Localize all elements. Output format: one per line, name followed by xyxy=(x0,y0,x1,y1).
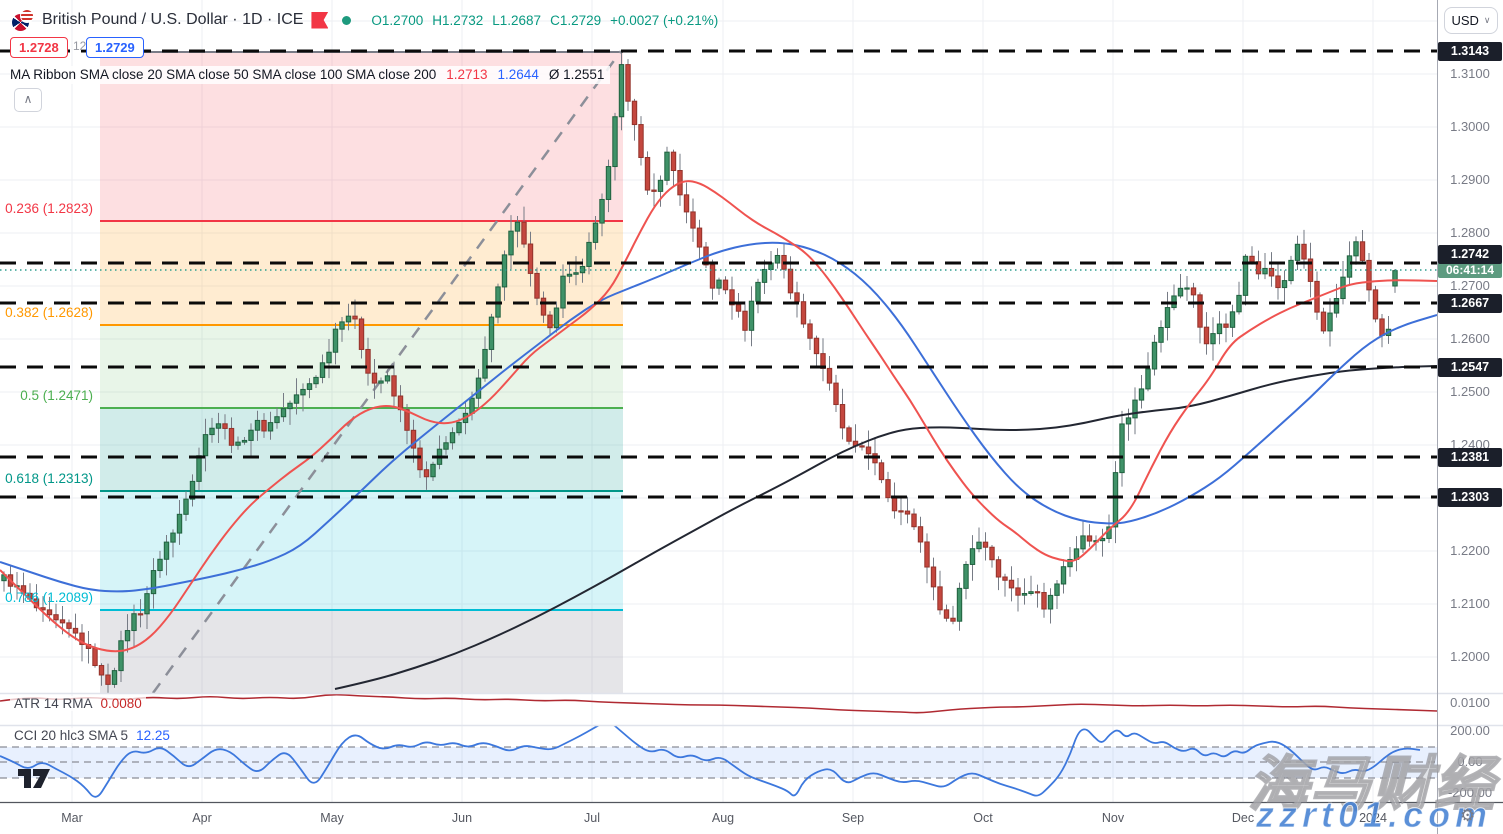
sma50-line xyxy=(0,241,1437,593)
cci-value: 12.25 xyxy=(136,728,170,743)
atr-label: ATR 14 RMA xyxy=(14,696,93,711)
ohlc-low: L1.2687 xyxy=(492,12,542,28)
grid xyxy=(0,0,1437,802)
time-axis-month-label[interactable]: Sep xyxy=(841,811,865,825)
time-axis-month-label[interactable]: Jun xyxy=(451,811,473,825)
ma-sma20-value: 1.2713 xyxy=(446,67,488,82)
time-axis-month-label[interactable]: Apr xyxy=(192,811,212,825)
price-level-badge: 1.3143 xyxy=(1438,41,1502,61)
fib-level-label: 0.5 (1.2471) xyxy=(20,388,93,403)
site-watermark: zzrt01.com xyxy=(1255,794,1493,834)
chevron-down-icon: ∨ xyxy=(1483,15,1491,25)
cci-tick-label: 200.00 xyxy=(1450,723,1490,738)
price-tick-label: 1.2700 xyxy=(1450,278,1490,293)
ice-provider-icon xyxy=(311,11,329,29)
symbol-title[interactable]: British Pound / U.S. Dollar · 1D · ICE xyxy=(42,11,304,28)
alert-price-label-red[interactable]: 1.2728 xyxy=(10,37,68,58)
market-status-icon[interactable] xyxy=(342,15,352,25)
fib-level-label: 0.382 (1.2628) xyxy=(5,305,93,320)
fib-level-label: 0.618 (1.2313) xyxy=(5,471,93,486)
price-tick-label: 1.2100 xyxy=(1450,596,1490,611)
price-level-badge: 1.2742 xyxy=(1438,244,1502,264)
time-axis-month-label[interactable]: Mar xyxy=(61,811,83,825)
price-tick-label: 1.2500 xyxy=(1450,384,1490,399)
ohlc-readout: O1.2700 H1.2732 L1.2687 C1.2729 +0.0027 … xyxy=(371,13,718,28)
ma-ribbon-legend[interactable]: MA Ribbon SMA close 20 SMA close 50 SMA … xyxy=(10,66,611,84)
ma-sma50-value: 1.2644 xyxy=(497,67,539,82)
cci-tick-label: -200.00 xyxy=(1447,785,1493,800)
price-tick-label: 1.2900 xyxy=(1450,172,1490,187)
cci-tick-label: 0.00 xyxy=(1457,754,1483,769)
atr-line xyxy=(0,693,1437,714)
alert-price-label-blue[interactable]: 1.2729 xyxy=(86,37,144,58)
tradingview-logo[interactable] xyxy=(17,768,51,790)
price-tick-label: 1.2000 xyxy=(1450,649,1490,664)
price-tick-label: 1.3000 xyxy=(1450,119,1490,134)
cci-legend[interactable]: CCI 20 hlc3 SMA 5 12.25 xyxy=(10,728,174,743)
currency-unit-dropdown[interactable]: USD ∨ xyxy=(1444,7,1498,34)
price-tick-label: 1.2600 xyxy=(1450,331,1490,346)
currency-pair-flag-icon xyxy=(12,9,34,31)
cci-pane xyxy=(0,725,1437,798)
brand-watermark: 海马财经 xyxy=(1247,750,1496,819)
atr-legend[interactable]: ATR 14 RMA 0.0080 xyxy=(10,696,146,711)
atr-tick-label: 0.0100 xyxy=(1450,695,1490,710)
ohlc-open: O1.2700 xyxy=(371,12,424,28)
time-axis-month-label[interactable]: Dec xyxy=(1231,811,1255,825)
price-level-badge: 1.2547 xyxy=(1438,357,1502,377)
ma-average-value: Ø 1.2551 xyxy=(548,67,605,82)
cci-label: CCI 20 hlc3 SMA 5 xyxy=(14,728,129,743)
atr-value: 0.0080 xyxy=(100,696,142,711)
ohlc-high: H1.2732 xyxy=(432,12,484,28)
ohlc-change: +0.0027 (+0.21%) xyxy=(610,12,719,28)
time-axis-month-label[interactable]: 2024 xyxy=(1359,811,1387,825)
candlestick-series xyxy=(1,51,1398,693)
time-axis-month-label[interactable]: Jul xyxy=(584,811,600,825)
price-tick-label: 1.2800 xyxy=(1450,225,1490,240)
chevron-up-icon: ∧ xyxy=(23,92,33,106)
bar-countdown-badge: 06:41:14 xyxy=(1438,262,1502,278)
time-axis-month-label[interactable]: Nov xyxy=(1101,811,1125,825)
fib-level-label: 0.786 (1.2089) xyxy=(5,590,93,605)
sma20-line xyxy=(0,180,1437,653)
time-axis-month-label[interactable]: Aug xyxy=(711,811,735,825)
sma200-line xyxy=(334,365,1437,690)
price-level-badge: 1.2381 xyxy=(1438,447,1502,467)
fib-level-label: 0.236 (1.2823) xyxy=(5,201,93,216)
fib-retracement[interactable] xyxy=(100,51,623,693)
ohlc-close: C1.2729 xyxy=(550,12,602,28)
time-axis-month-label[interactable]: Oct xyxy=(973,811,993,825)
ma-ribbon-lines xyxy=(0,180,1437,690)
price-tick-label: 1.3100 xyxy=(1450,66,1490,81)
price-level-badge: 1.2667 xyxy=(1438,293,1502,313)
symbol-header: British Pound / U.S. Dollar · 1D · ICE O… xyxy=(12,9,718,31)
timezone-settings-gear-icon[interactable]: ⚙ xyxy=(1460,806,1476,826)
ma-ribbon-label: MA Ribbon SMA close 20 SMA close 50 SMA … xyxy=(10,67,437,82)
time-axis-month-label[interactable]: May xyxy=(320,811,344,825)
currency-unit-label: USD xyxy=(1451,13,1479,28)
price-tick-label: 1.2200 xyxy=(1450,543,1490,558)
collapse-indicators-button[interactable]: ∧ xyxy=(14,88,42,112)
price-level-badge: 1.2303 xyxy=(1438,487,1502,507)
